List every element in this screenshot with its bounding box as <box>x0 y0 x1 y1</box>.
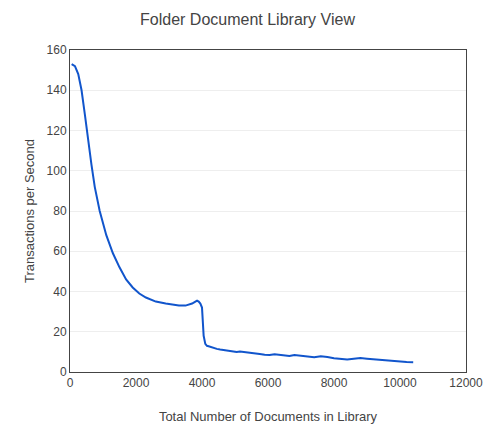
svg-text:Transactions per Second: Transactions per Second <box>22 139 37 283</box>
svg-text:160: 160 <box>47 43 67 57</box>
svg-text:2000: 2000 <box>123 376 150 390</box>
svg-text:40: 40 <box>53 285 67 299</box>
svg-text:4000: 4000 <box>189 376 216 390</box>
svg-text:Total Number of Documents in L: Total Number of Documents in Library <box>159 409 378 424</box>
svg-text:10000: 10000 <box>383 376 417 390</box>
svg-text:0: 0 <box>60 365 67 379</box>
svg-text:12000: 12000 <box>449 376 483 390</box>
svg-text:120: 120 <box>47 124 67 138</box>
svg-text:140: 140 <box>47 83 67 97</box>
svg-text:80: 80 <box>53 204 67 218</box>
svg-text:6000: 6000 <box>255 376 282 390</box>
svg-text:60: 60 <box>53 244 67 258</box>
svg-text:20: 20 <box>53 325 67 339</box>
svg-text:0: 0 <box>67 376 74 390</box>
svg-text:Folder Document Library View: Folder Document Library View <box>140 11 355 28</box>
svg-text:100: 100 <box>47 164 67 178</box>
svg-text:8000: 8000 <box>321 376 348 390</box>
